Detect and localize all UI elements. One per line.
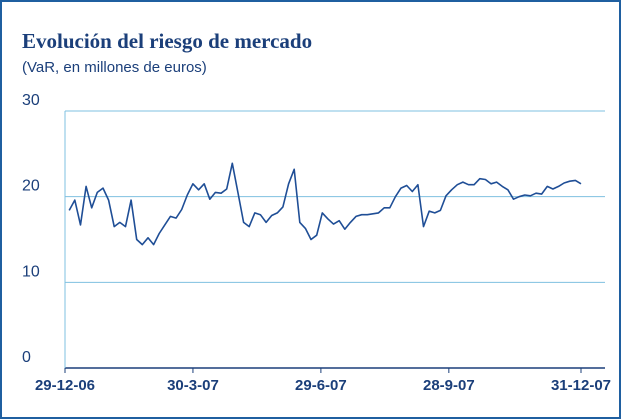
y-tick-label: 30 [22, 92, 40, 109]
x-tick-label: 29-6-07 [295, 377, 347, 394]
chart-title: Evolución del riesgo de mercado [22, 29, 312, 53]
chart-subtitle: (VaR, en millones de euros) [22, 59, 207, 76]
x-tick-label: 28-9-07 [423, 377, 475, 394]
x-tick-label: 30-3-07 [167, 377, 219, 394]
x-tick-label: 31-12-07 [551, 377, 611, 394]
y-tick-label: 0 [22, 349, 31, 366]
x-tick-label: 29-12-06 [35, 377, 95, 394]
y-tick-label: 10 [22, 263, 40, 280]
data-line [68, 162, 582, 246]
y-tick-label: 20 [22, 178, 40, 195]
